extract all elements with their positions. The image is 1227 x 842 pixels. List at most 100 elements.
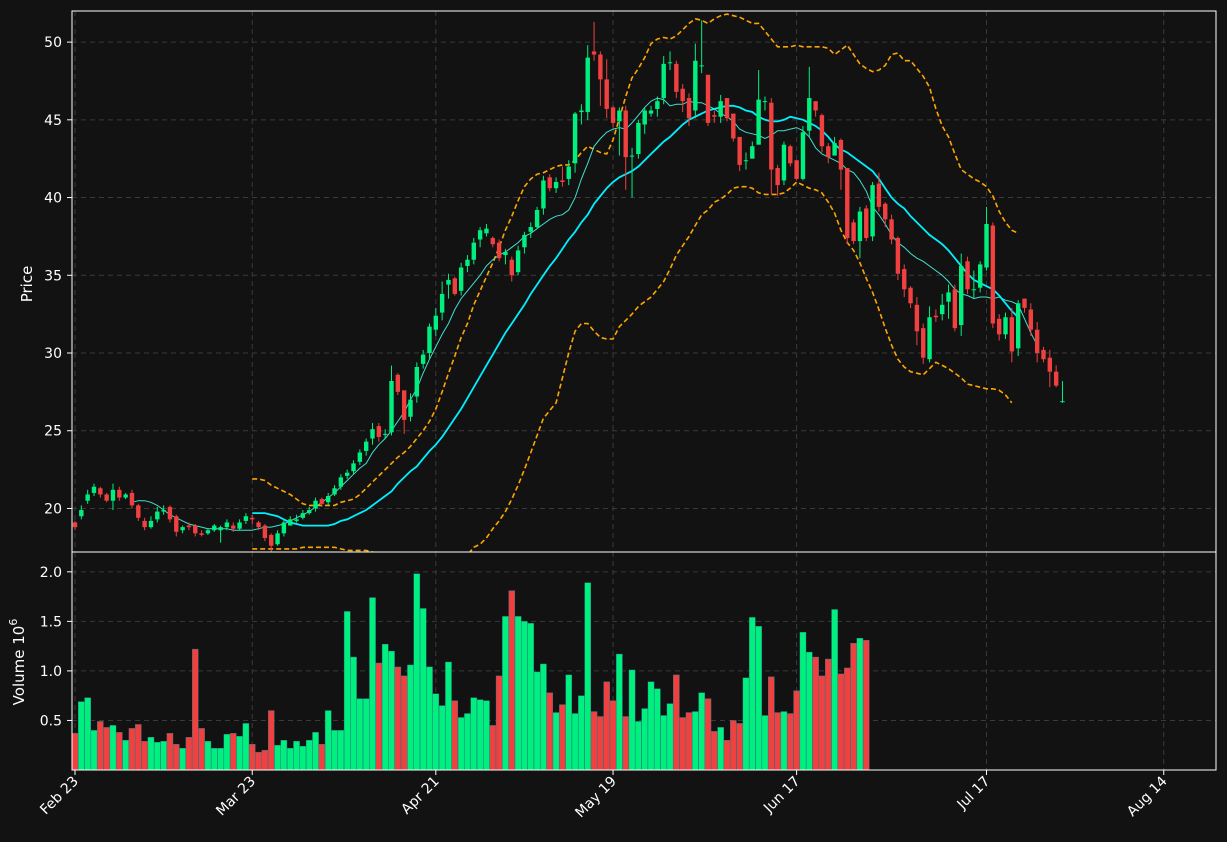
candle-body xyxy=(471,242,476,260)
candle-body xyxy=(91,486,97,493)
fast-moving-average-line xyxy=(131,97,1038,531)
x-tick-label: Aug 14 xyxy=(1124,773,1170,819)
volume-bar xyxy=(603,681,610,770)
volume-bar xyxy=(438,705,446,770)
candle-body xyxy=(1060,401,1065,403)
volume-bar xyxy=(787,713,794,770)
volume-bar xyxy=(318,744,326,770)
volume-bar xyxy=(742,677,750,770)
volume-bar xyxy=(692,711,699,770)
candle-body xyxy=(864,208,869,238)
volume-bar xyxy=(685,712,693,770)
candle-body xyxy=(541,180,546,209)
candle-body xyxy=(1022,298,1027,308)
x-tick-label: Jun 17 xyxy=(760,774,803,817)
volume-bar xyxy=(495,675,503,770)
volume-bar xyxy=(717,727,724,770)
candle-body xyxy=(376,426,382,437)
candle-body xyxy=(851,222,856,242)
candle-body xyxy=(123,494,128,498)
candle-body xyxy=(300,513,306,518)
volume-bar xyxy=(578,695,585,770)
candle-body xyxy=(1047,357,1053,372)
candle-body xyxy=(832,143,837,156)
candle-body xyxy=(231,525,236,529)
volume-bar xyxy=(806,651,813,770)
candle-body xyxy=(212,525,217,531)
candle-body xyxy=(332,488,337,495)
candle-body xyxy=(775,168,780,186)
volume-bar xyxy=(635,721,642,770)
volume-scale-exp: 6 xyxy=(7,619,20,626)
volume-bar xyxy=(375,662,383,770)
volume-bar xyxy=(761,715,769,770)
candle-body xyxy=(250,517,255,520)
volume-bar xyxy=(280,740,288,770)
candle-body xyxy=(363,441,369,451)
volume-bar xyxy=(343,611,351,770)
volume-bar xyxy=(837,673,845,770)
candle-body xyxy=(984,223,989,268)
candle-body xyxy=(338,477,344,487)
candle-body xyxy=(680,88,685,102)
volume-bar xyxy=(774,712,781,770)
volume-bar xyxy=(628,669,636,770)
volume-bar xyxy=(160,741,167,770)
price-tick-label: 40 xyxy=(44,191,62,207)
candle-body xyxy=(712,115,717,117)
candle-body xyxy=(446,279,451,285)
volume-tick-label: 0.5 xyxy=(40,713,62,729)
price-tick-label: 45 xyxy=(44,113,62,129)
volume-bar xyxy=(844,667,851,770)
candle-body xyxy=(553,182,559,189)
candle-body xyxy=(433,315,439,330)
candle-body xyxy=(686,98,692,119)
candle-body xyxy=(275,533,280,545)
volume-bar xyxy=(521,621,528,770)
candle-body xyxy=(408,399,413,417)
candle-body xyxy=(237,522,242,529)
candle-body xyxy=(1015,303,1021,349)
candle-body xyxy=(902,269,907,290)
candle-body xyxy=(458,267,464,291)
slow-moving-average-line xyxy=(252,104,1019,527)
volume-bar xyxy=(223,734,231,770)
candle-body xyxy=(503,251,508,256)
volume-tick-label: 2.0 xyxy=(40,565,62,581)
candle-body xyxy=(693,60,698,111)
candle-body xyxy=(572,113,578,164)
volume-bar xyxy=(185,737,193,770)
price-axis-label: Price xyxy=(18,266,36,303)
volume-bar xyxy=(825,658,832,770)
volume-bar xyxy=(590,711,598,770)
volume-bar xyxy=(192,648,199,770)
candle-body xyxy=(971,289,977,291)
volume-bar xyxy=(445,661,452,770)
candle-body xyxy=(167,506,173,520)
candle-body xyxy=(933,315,939,318)
candle-body xyxy=(490,237,495,245)
candle-body xyxy=(528,227,533,232)
volume-bar xyxy=(116,732,123,770)
volume-label-text: Volume xyxy=(10,650,28,706)
candle-body xyxy=(952,289,958,329)
volume-bar xyxy=(293,741,300,770)
candle-body xyxy=(604,79,609,109)
volume-bar xyxy=(122,740,129,770)
candle-body xyxy=(876,183,882,207)
candle-body xyxy=(996,318,1002,335)
candle-body xyxy=(781,144,787,181)
candle-body xyxy=(351,463,356,472)
candle-body xyxy=(623,110,628,158)
volume-bar xyxy=(540,663,547,770)
candle-body xyxy=(117,489,122,498)
volume-bar xyxy=(109,725,117,770)
volume-bars xyxy=(72,573,870,770)
volume-bar xyxy=(831,609,838,770)
volume-bar xyxy=(173,744,180,770)
candle-body xyxy=(661,63,666,99)
panel-frames xyxy=(71,10,1217,771)
volume-bar xyxy=(641,708,648,770)
volume-bar xyxy=(204,741,212,770)
